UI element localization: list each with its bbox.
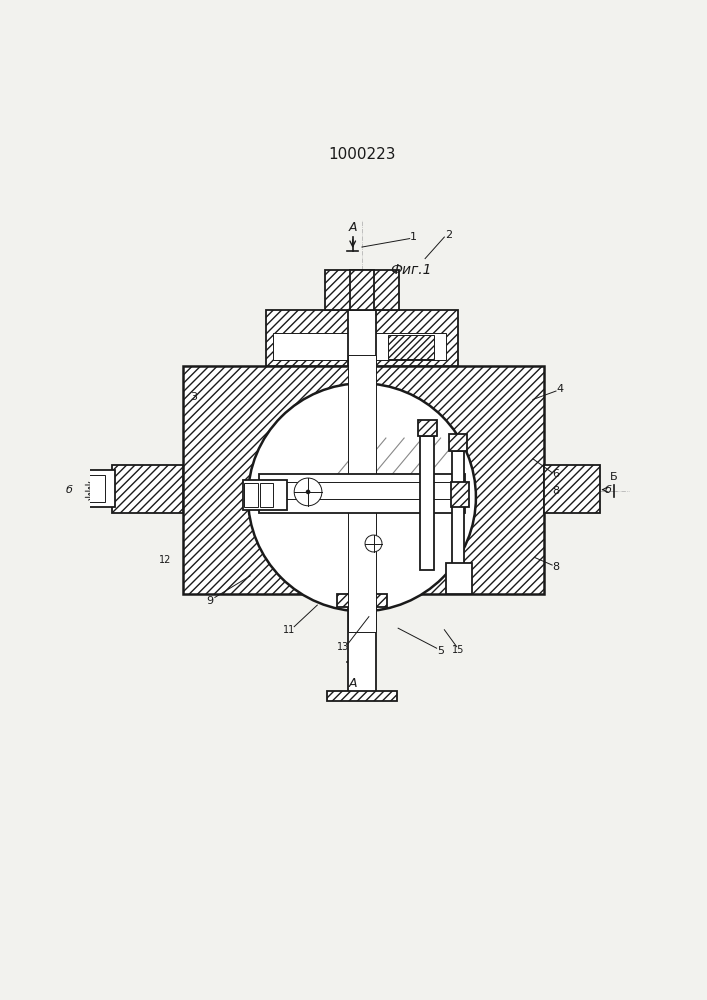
- Bar: [112, 465, 182, 513]
- Bar: [544, 465, 600, 513]
- Bar: [259, 483, 274, 507]
- Bar: [273, 333, 446, 360]
- Bar: [418, 420, 437, 436]
- Text: 8: 8: [552, 486, 559, 496]
- Text: 12: 12: [159, 555, 172, 565]
- Bar: [259, 482, 465, 499]
- Text: 1000223: 1000223: [328, 147, 396, 162]
- Text: Б: Б: [610, 472, 617, 482]
- Bar: [351, 270, 373, 310]
- Text: 4: 4: [556, 384, 563, 394]
- Bar: [327, 691, 397, 701]
- Bar: [450, 482, 469, 507]
- Text: 11: 11: [283, 625, 295, 635]
- Bar: [452, 451, 464, 570]
- Bar: [244, 483, 258, 507]
- Bar: [348, 355, 376, 632]
- Text: 1: 1: [410, 232, 417, 242]
- Bar: [446, 563, 472, 594]
- Bar: [182, 366, 544, 594]
- Text: 8: 8: [552, 562, 559, 572]
- Bar: [348, 594, 376, 694]
- Bar: [388, 335, 434, 359]
- Bar: [75, 470, 115, 507]
- Text: 13: 13: [337, 642, 349, 652]
- Text: б: б: [604, 485, 611, 495]
- Circle shape: [365, 535, 382, 552]
- Bar: [421, 436, 434, 570]
- Bar: [243, 480, 287, 510]
- Text: 15: 15: [452, 645, 464, 655]
- Text: 2: 2: [445, 231, 452, 240]
- Bar: [259, 474, 465, 513]
- Bar: [325, 270, 399, 310]
- Bar: [449, 434, 467, 451]
- Bar: [266, 310, 458, 366]
- Bar: [78, 475, 105, 502]
- Text: 3: 3: [191, 392, 197, 402]
- Text: 9: 9: [206, 596, 213, 606]
- Bar: [337, 594, 387, 607]
- Text: А: А: [349, 677, 357, 690]
- Bar: [348, 310, 376, 366]
- Circle shape: [305, 490, 310, 494]
- Text: 5: 5: [437, 646, 444, 656]
- Text: б: б: [65, 485, 72, 495]
- Text: 6: 6: [552, 469, 559, 479]
- Circle shape: [294, 478, 322, 506]
- Text: Фиг.1: Фиг.1: [390, 263, 432, 277]
- Circle shape: [248, 383, 476, 611]
- Text: А: А: [349, 221, 357, 234]
